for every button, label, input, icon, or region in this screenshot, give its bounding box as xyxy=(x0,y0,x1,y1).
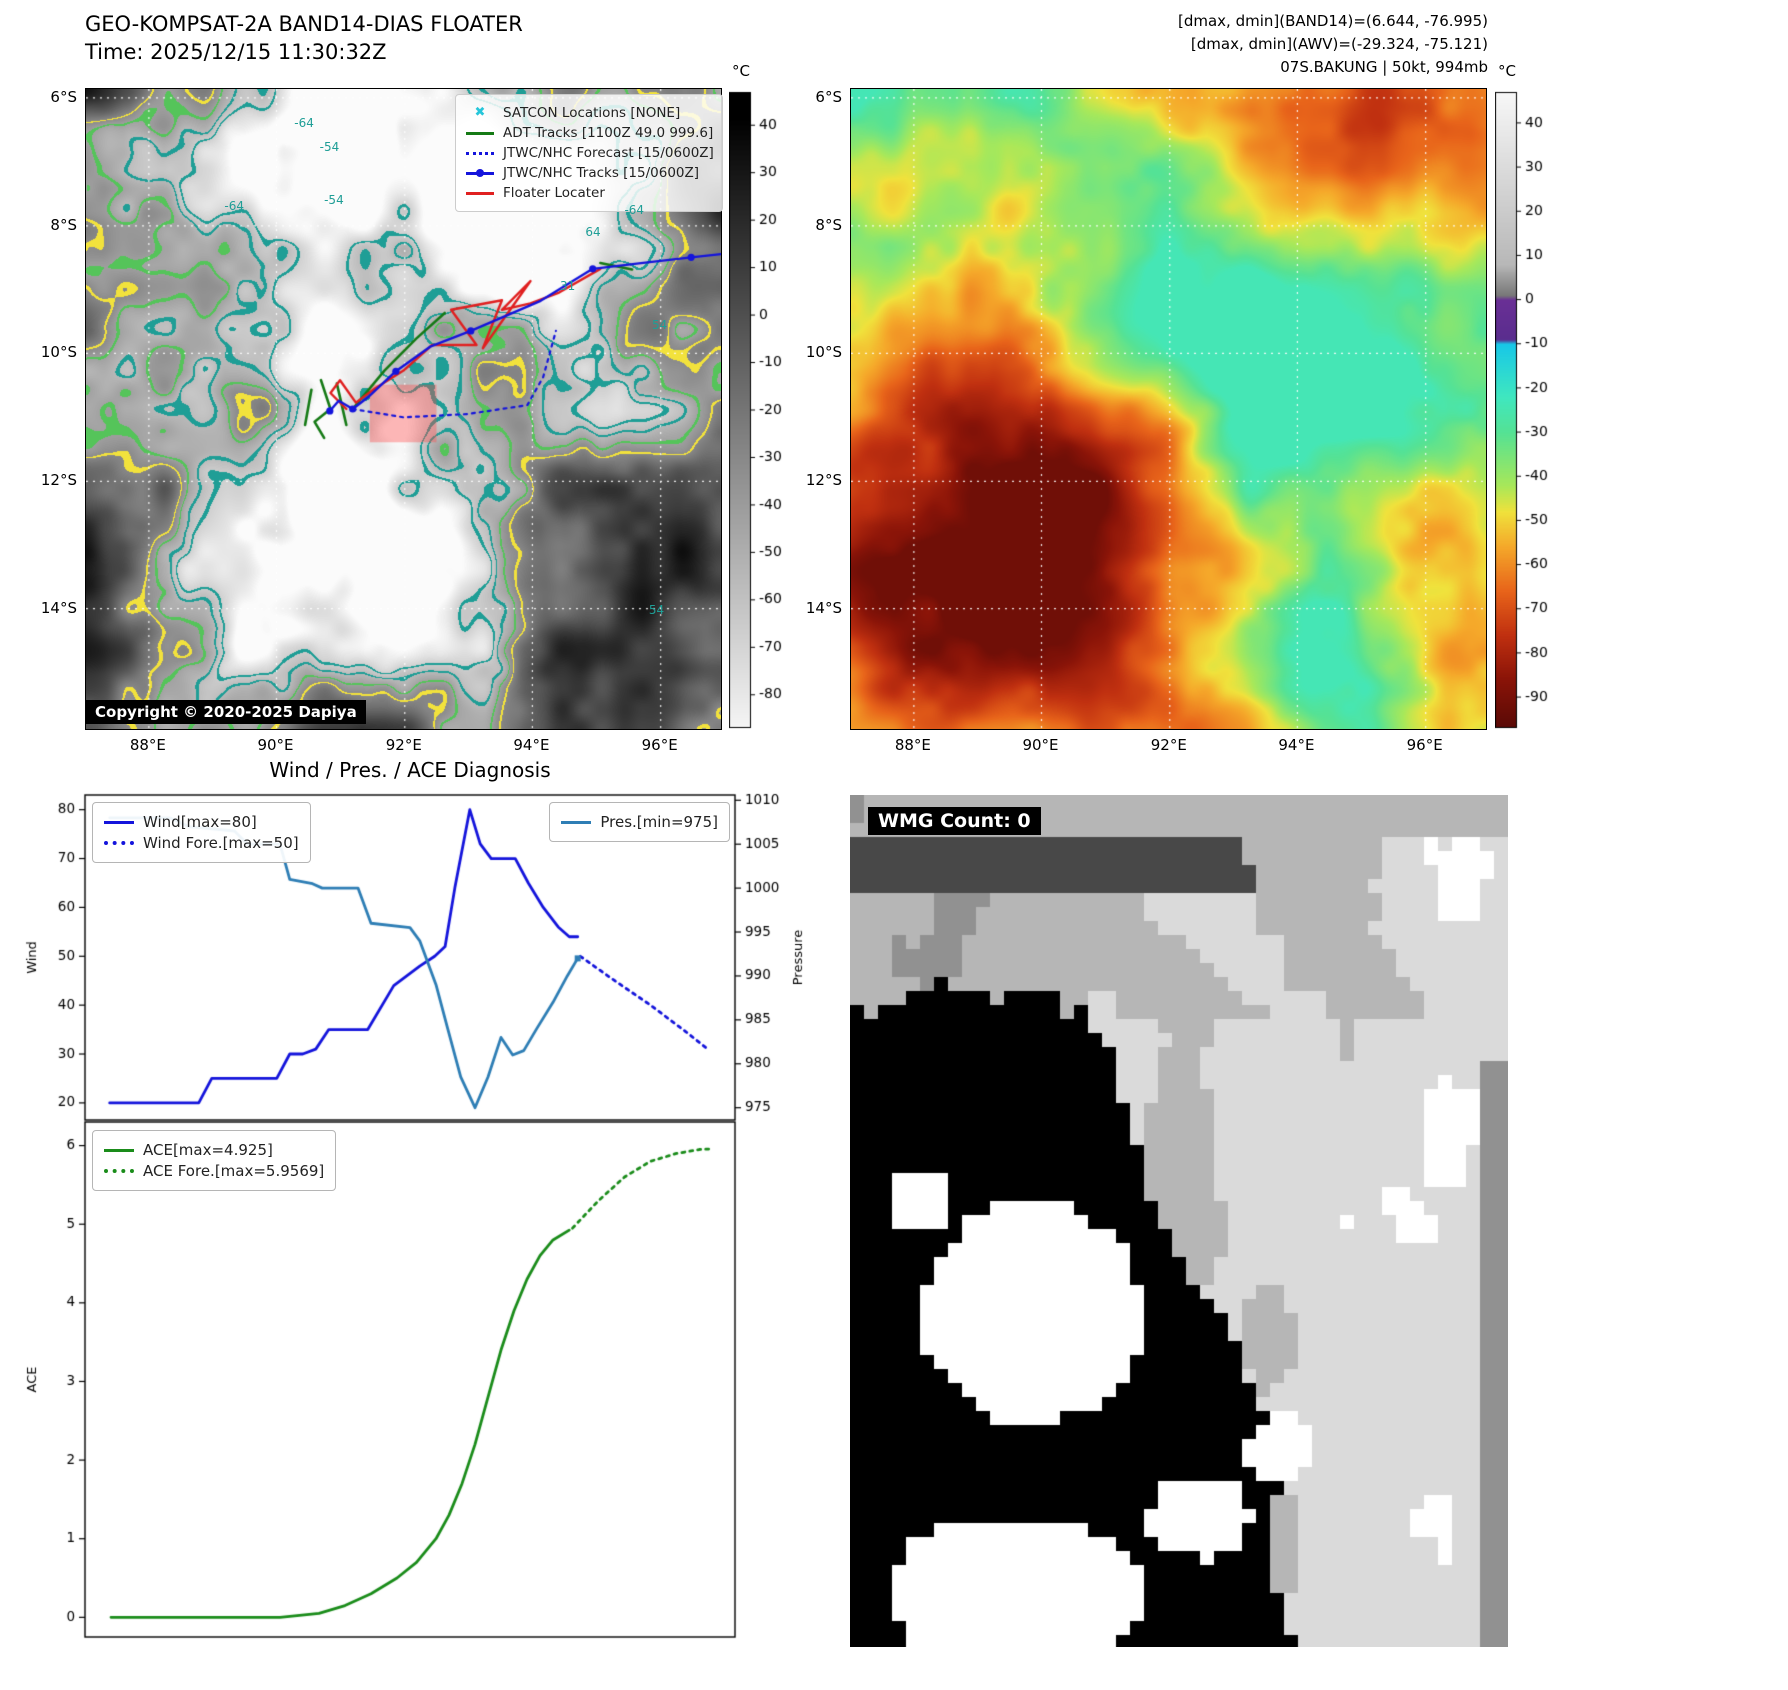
legend-item-satcon: ✖ SATCON Locations [NONE] xyxy=(465,105,713,121)
y-tick-label: 12°S xyxy=(40,471,77,490)
track-line-dot-marker xyxy=(465,166,495,180)
wind-forecast-legend-label: Wind Fore.[max=50] xyxy=(143,834,299,852)
ace-legend-label: ACE[max=4.925] xyxy=(143,1141,273,1159)
contour-label: 31 xyxy=(559,279,576,294)
satcon-x-marker: ✖ xyxy=(474,105,486,120)
contour-label: 54 xyxy=(648,602,665,617)
x-tick-label: 92°E xyxy=(385,736,422,754)
contour-label: -54 xyxy=(319,139,340,154)
legend-row-wind-forecast: Wind Fore.[max=50] xyxy=(104,834,299,852)
y-tick-label: 6°S xyxy=(815,87,842,106)
y-tick-label: 6°S xyxy=(50,87,77,106)
wind-forecast-line-sample xyxy=(104,841,134,845)
pressure-legend: Pres.[min=975] xyxy=(549,802,730,842)
legend-row-ace-forecast: ACE Fore.[max=5.9569] xyxy=(104,1162,324,1180)
storm-id-text: 07S.BAKUNG | 50kt, 994mb xyxy=(1280,58,1488,76)
legend-label: JTWC/NHC Forecast [15/0600Z] xyxy=(503,145,714,161)
x-tick-label: 96°E xyxy=(641,736,678,754)
x-tick-label: 94°E xyxy=(513,736,550,754)
panel2-info: [dmax, dmin](BAND14)=(6.644, -76.995) [d… xyxy=(1178,10,1488,79)
panel1-title: GEO-KOMPSAT-2A BAND14-DIAS FLOATER xyxy=(85,12,523,36)
awv-colorbar xyxy=(1495,88,1571,738)
awv-minmax-text: [dmax, dmin](AWV)=(-29.324, -75.121) xyxy=(1190,35,1488,53)
ace-line-sample xyxy=(104,1148,134,1152)
legend-item-adt-tracks: ADT Tracks [1100Z 49.0 999.6] xyxy=(465,125,713,141)
band14-colorbar xyxy=(729,88,799,738)
map-legend: ✖ SATCON Locations [NONE] ADT Tracks [11… xyxy=(455,94,723,212)
y-tick-label: 10°S xyxy=(805,343,842,362)
wmg-count-label: WMG Count: 0 xyxy=(868,807,1041,835)
contour-label: 54 xyxy=(652,317,668,332)
legend-label: SATCON Locations [NONE] xyxy=(503,105,681,121)
y-tick-label: 12°S xyxy=(805,471,842,490)
adt-line-marker xyxy=(465,126,495,140)
band14-minmax-text: [dmax, dmin](BAND14)=(6.644, -76.995) xyxy=(1177,12,1488,30)
y-tick-label: 14°S xyxy=(40,598,77,617)
legend-item-jtwc-tracks: JTWC/NHC Tracks [15/0600Z] xyxy=(465,165,713,181)
x-tick-label: 92°E xyxy=(1150,736,1187,754)
ace-legend: ACE[max=4.925] ACE Fore.[max=5.9569] xyxy=(92,1130,337,1191)
x-tick-label: 90°E xyxy=(257,736,294,754)
forecast-dotted-marker xyxy=(465,146,495,160)
wmg-count-image xyxy=(850,795,1508,1647)
contour-label: -64 xyxy=(624,202,645,217)
x-tick-label: 96°E xyxy=(1406,736,1443,754)
floater-line-marker xyxy=(465,186,495,200)
awv-satellite-map xyxy=(850,88,1487,730)
panel1-time: Time: 2025/12/15 11:30:32Z xyxy=(85,40,387,64)
y-tick-label: 14°S xyxy=(805,598,842,617)
contour-label: -64 xyxy=(294,116,314,131)
pressure-line-sample xyxy=(561,820,592,824)
legend-row-pressure: Pres.[min=975] xyxy=(561,813,718,831)
y-tick-label: 8°S xyxy=(50,215,77,234)
wind-legend: Wind[max=80] Wind Fore.[max=50] xyxy=(92,802,311,863)
x-tick-label: 90°E xyxy=(1022,736,1059,754)
copyright-label: Copyright © 2020-2025 Dapiya xyxy=(86,700,366,724)
ace-forecast-legend-label: ACE Fore.[max=5.9569] xyxy=(143,1162,325,1180)
x-tick-label: 94°E xyxy=(1278,736,1315,754)
colorbar-unit: °C xyxy=(1498,62,1516,80)
legend-item-forecast: JTWC/NHC Forecast [15/0600Z] xyxy=(465,145,714,161)
legend-item-floater: Floater Locater xyxy=(465,185,713,201)
y-tick-label: 10°S xyxy=(40,343,77,362)
legend-label: JTWC/NHC Tracks [15/0600Z] xyxy=(503,165,700,181)
wind-line-sample xyxy=(104,820,134,824)
x-tick-label: 88°E xyxy=(129,736,166,754)
legend-row-ace: ACE[max=4.925] xyxy=(104,1141,324,1159)
legend-label: ADT Tracks [1100Z 49.0 999.6] xyxy=(503,125,714,141)
ace-forecast-line-sample xyxy=(104,1169,134,1173)
y-tick-label: 8°S xyxy=(815,215,842,234)
legend-label: Floater Locater xyxy=(503,185,605,201)
wind-legend-label: Wind[max=80] xyxy=(143,813,257,831)
contour-label: 64 xyxy=(585,225,601,239)
wind-pressure-ace-chart xyxy=(0,755,810,1690)
contour-label: -54 xyxy=(324,193,344,207)
contour-label: -64 xyxy=(224,199,245,214)
colorbar-unit: °C xyxy=(732,62,750,80)
pressure-legend-label: Pres.[min=975] xyxy=(600,813,718,831)
legend-row-wind: Wind[max=80] xyxy=(104,813,299,831)
x-tick-label: 88°E xyxy=(894,736,931,754)
